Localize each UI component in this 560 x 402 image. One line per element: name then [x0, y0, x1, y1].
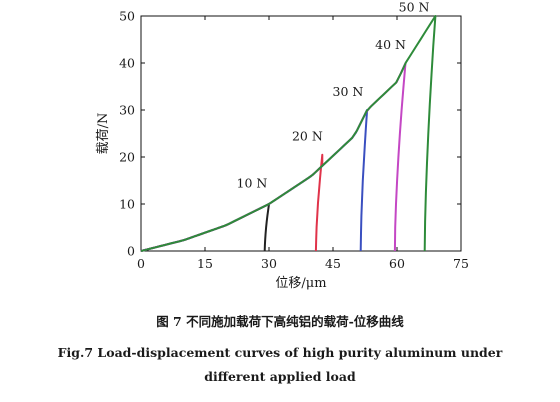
load-displacement-chart: 0 15 30 45 60 75 0 10 20 30 40 50 位移/μm 载荷/N 10 N 20 N…	[96, 0, 469, 291]
figure-caption-chinese: 图 7 不同施加载荷下高纯铝的载荷-位移曲线	[156, 314, 404, 329]
chart-curves	[140, 15, 437, 252]
y-tick-label: 10	[119, 197, 135, 212]
figure-caption-english-line2: different applied load	[204, 369, 356, 384]
y-tick-label: 40	[119, 56, 135, 71]
y-axis-label: 载荷/N	[96, 113, 111, 155]
y-tick-label: 50	[119, 9, 135, 24]
load-curve-40n	[140, 62, 407, 252]
x-axis-label: 位移/μm	[275, 276, 326, 291]
series-label: 30 N	[333, 84, 364, 99]
x-tick-label: 60	[389, 256, 405, 271]
x-tick-label: 0	[137, 256, 145, 271]
series-label: 50 N	[399, 0, 430, 14]
load-curve-20n	[140, 153, 324, 252]
chart-labels: 10 N 20 N 30 N 40 N 50 N	[237, 0, 430, 191]
x-tick-label: 45	[325, 256, 341, 271]
plot-frame	[140, 15, 462, 252]
x-tick-label: 30	[261, 256, 277, 271]
load-curve-50n	[140, 15, 437, 252]
series-label: 10 N	[237, 176, 268, 191]
series-label: 40 N	[375, 37, 406, 52]
y-tick-label: 0	[127, 244, 135, 259]
y-tick-label: 30	[119, 103, 135, 118]
load-curve-10n	[140, 203, 270, 252]
figure-caption-english-line1: Fig.7 Load-displacement curves of high p…	[57, 345, 503, 360]
series-label: 20 N	[292, 129, 323, 144]
x-tick-label: 75	[453, 256, 469, 271]
x-tick-label: 15	[197, 256, 213, 271]
y-tick-label: 20	[119, 150, 135, 165]
